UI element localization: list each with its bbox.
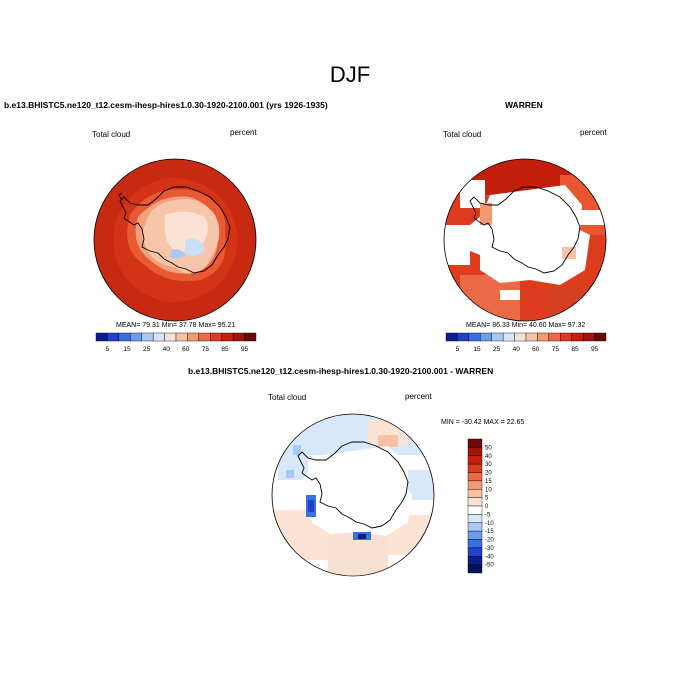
colorbar-difference-tick-label: -5	[485, 512, 491, 518]
colorbar-difference-swatch	[467, 547, 483, 557]
colorbar-model-swatch	[118, 332, 131, 342]
colorbar-warren-tick-label: 85	[571, 346, 579, 353]
colorbar-model-swatch	[244, 332, 257, 342]
colorbar-model-swatch	[175, 332, 188, 342]
colorbar-model-swatch	[164, 332, 177, 342]
colorbar-warren-swatch	[502, 332, 515, 342]
colorbar-difference-swatch	[467, 522, 483, 532]
colorbar-warren-tick-label: 15	[473, 346, 481, 353]
colorbar-model-swatch	[198, 332, 211, 342]
colorbar-difference-tick-label: -50	[485, 563, 494, 569]
colorbar-difference-tick-label: 15	[485, 479, 492, 485]
colorbar-model-swatch	[221, 332, 234, 342]
colorbar-difference-tick-label: 40	[485, 454, 492, 460]
colorbar-model-tick-label: 95	[241, 346, 249, 353]
colorbar-warren-swatch	[480, 332, 492, 342]
colorbar-warren-swatch	[571, 332, 584, 342]
colorbar-model-swatch	[152, 332, 165, 342]
colorbar-model-swatch	[130, 332, 142, 342]
colorbar-difference-tick-label: 10	[485, 487, 492, 493]
colorbar-difference-swatch	[467, 455, 483, 465]
colorbar-difference-tick-label: 30	[485, 462, 492, 468]
panel-1-stats: MEAN= 79.31 Min= 37.78 Max= 95.21	[116, 322, 236, 329]
panel-2-variable-label: Total cloud	[443, 130, 482, 139]
panel-3-stats: MIN = -30.42 MAX = 22.65	[441, 419, 525, 426]
colorbar-difference-swatch	[467, 463, 483, 473]
colorbar-model-swatch	[210, 332, 222, 342]
colorbar-difference-swatch	[467, 514, 483, 523]
panel-3-title: b.e13.BHISTC5.ne120_t12.cesm-ihesp-hires…	[188, 366, 494, 376]
colorbar-warren-swatch	[560, 332, 572, 342]
map-model	[93, 158, 257, 322]
colorbar-warren-swatch	[468, 332, 481, 342]
map-difference	[271, 413, 435, 577]
panel-2-title: WARREN	[505, 100, 543, 110]
colorbar-difference-tick-label: 20	[485, 471, 492, 477]
colorbar-difference-tick-label: -30	[485, 546, 494, 552]
colorbar-difference-swatch	[467, 556, 483, 565]
colorbar-warren-tick-label: 60	[532, 346, 540, 353]
colorbar-model-tick-label: 40	[163, 346, 171, 353]
colorbar-warren-tick-label: 95	[591, 346, 599, 353]
map-warren	[443, 158, 607, 322]
panel-3-variable-label: Total cloud	[268, 393, 307, 402]
colorbar-warren-swatch	[582, 332, 595, 342]
colorbar-warren-tick-label: 75	[552, 346, 560, 353]
colorbar-model-tick-label: 85	[221, 346, 229, 353]
colorbar-model-swatch	[107, 332, 120, 342]
colorbar-difference-tick-label: -15	[485, 529, 494, 535]
colorbar-model-tick-label: 25	[143, 346, 151, 353]
colorbar-difference-swatch	[467, 530, 483, 540]
colorbar-warren-swatch	[537, 332, 550, 342]
colorbar-model-swatch	[232, 332, 245, 342]
colorbar-difference-swatch	[467, 497, 483, 507]
colorbar-difference-swatch	[467, 480, 483, 490]
colorbar-difference-tick-label: -40	[485, 554, 494, 560]
colorbar-difference-tick-label: -20	[485, 538, 494, 544]
colorbar-warren-swatch	[514, 332, 527, 342]
colorbar-difference-swatch	[467, 505, 483, 515]
colorbar-model-tick-label: 15	[123, 346, 131, 353]
colorbar-model-tick-label: 75	[202, 346, 210, 353]
colorbar-difference-swatch	[467, 472, 483, 482]
colorbar-difference-tick-label: 50	[485, 445, 492, 451]
colorbar-difference-swatch	[467, 438, 483, 448]
colorbar-model-swatch	[95, 332, 108, 342]
colorbar-warren-tick-label: 40	[513, 346, 521, 353]
colorbar-warren-tick-label: 25	[493, 346, 501, 353]
colorbar-warren-swatch	[491, 332, 504, 342]
colorbar-difference-tick-label: 0	[485, 504, 489, 510]
colorbar-model: 5 15 25 40 60 75 85 95	[95, 332, 257, 353]
figure-title: DJF	[329, 62, 371, 87]
colorbar-warren: 5 15 25 40 60 75 85 95	[445, 332, 607, 353]
colorbar-model-swatch	[141, 332, 154, 342]
colorbar-difference-swatch	[467, 447, 483, 456]
colorbar-warren-swatch	[445, 332, 458, 342]
panel-1-variable-label: Total cloud	[92, 130, 131, 139]
colorbar-difference-swatch	[467, 564, 483, 574]
colorbar-warren-swatch	[457, 332, 470, 342]
panel-1-units-label: percent	[230, 128, 257, 137]
colorbar-model-tick-label: 60	[182, 346, 190, 353]
panel-1-title: b.e13.BHISTC5.ne120_t12.cesm-ihesp-hires…	[4, 100, 328, 110]
colorbar-difference-swatch	[467, 539, 483, 549]
colorbar-warren-swatch	[548, 332, 561, 342]
colorbar-warren-tick-label: 5	[456, 346, 460, 353]
colorbar-model-tick-label: 5	[106, 346, 110, 353]
panel-2-stats: MEAN= 86.33 Min= 40.60 Max= 97.32	[466, 322, 586, 329]
colorbar-difference-swatch	[467, 489, 483, 498]
colorbar-model-swatch	[187, 332, 200, 342]
colorbar-warren-swatch	[594, 332, 607, 342]
colorbar-difference-tick-label: 5	[485, 496, 489, 502]
colorbar-difference-tick-label: -10	[485, 521, 494, 527]
panel-2-units-label: percent	[580, 128, 607, 137]
colorbar-warren-swatch	[525, 332, 538, 342]
panel-3-units-label: percent	[405, 392, 432, 401]
